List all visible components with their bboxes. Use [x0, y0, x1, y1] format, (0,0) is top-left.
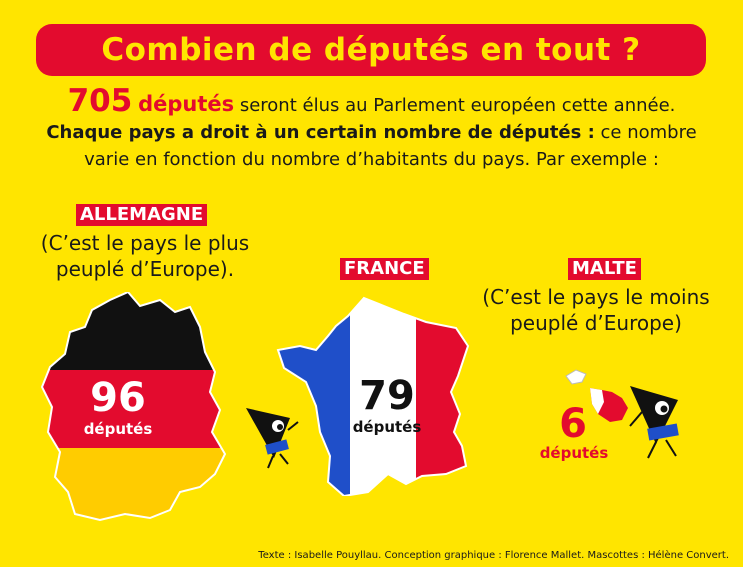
- germany-caption: (C’est le pays le plus peuplé d’Europe).: [10, 230, 280, 282]
- title-banner: Combien de députés en tout ?: [36, 24, 706, 76]
- malta-caption: (C’est le pays le moins peuplé d’Europe): [476, 284, 716, 336]
- malta-caption-line-2: peuplé d’Europe): [510, 311, 682, 335]
- malta-map: [565, 369, 628, 422]
- germany-flag-red: [42, 370, 225, 448]
- mascot-1: [246, 408, 299, 469]
- intro-text: 705 députés seront élus au Parlement eur…: [20, 86, 723, 173]
- france-unit: députés: [352, 418, 422, 436]
- mascot-2: [629, 386, 679, 459]
- france-label: FRANCE: [340, 258, 429, 280]
- intro-line-2-rest: ce nombre: [594, 122, 697, 143]
- malta-caption-line-1: (C’est le pays le moins: [482, 285, 710, 309]
- credits: Texte : Isabelle Pouyllau. Conception gr…: [258, 550, 729, 561]
- mascot-body-icon: [630, 386, 678, 444]
- france-count: 79: [359, 373, 415, 419]
- malta-island-white: [590, 388, 604, 414]
- malta-label: MALTE: [568, 258, 641, 280]
- gozo-island-icon: [565, 369, 587, 385]
- germany-count: 96: [90, 375, 146, 421]
- page-title: Combien de députés en tout ?: [101, 32, 641, 68]
- malta-unit: députés: [539, 444, 609, 462]
- intro-line-2-bold: Chaque pays a droit à un certain nombre …: [46, 122, 595, 143]
- total-deputies-word: députés: [138, 92, 235, 116]
- intro-line-1: 705 députés seront élus au Parlement eur…: [20, 86, 723, 119]
- malta-count: 6: [559, 401, 587, 447]
- germany-map: [40, 292, 227, 522]
- germany-caption-line-1: (C’est le pays le plus: [40, 231, 250, 255]
- france-flag-white: [350, 298, 416, 496]
- intro-line-2: Chaque pays a droit à un certain nombre …: [20, 119, 723, 146]
- intro-line-3: varie en fonction du nombre d’habitants …: [84, 149, 659, 170]
- france-flag-blue: [278, 298, 350, 496]
- france-map: [276, 296, 470, 496]
- germany-label: ALLEMAGNE: [76, 204, 208, 226]
- total-deputies-number: 705: [67, 83, 133, 119]
- intro-line-1-rest: seront élus au Parlement européen cette …: [234, 95, 676, 116]
- germany-unit: députés: [83, 420, 153, 438]
- germany-caption-line-2: peuplé d’Europe).: [55, 257, 235, 281]
- germany-flag-gold: [42, 448, 225, 520]
